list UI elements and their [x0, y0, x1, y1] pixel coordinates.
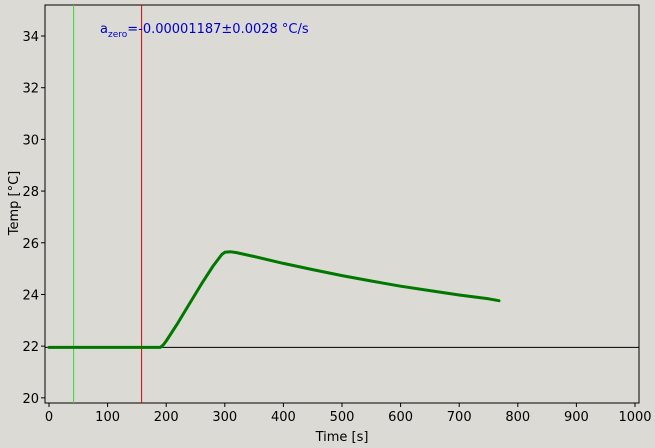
x-tick-label-9: 900 — [564, 410, 589, 425]
y-tick-label-0: 20 — [22, 392, 39, 407]
y-tick-label-5: 30 — [22, 133, 39, 148]
x-tick-label-7: 700 — [447, 410, 472, 425]
y-tick-label-7: 34 — [22, 30, 39, 45]
x-tick-label-10: 1000 — [618, 410, 651, 425]
x-tick-label-1: 100 — [95, 410, 120, 425]
plot-frame — [44, 4, 640, 404]
annotation-value: =-0.00001187±0.0028 °C/s — [127, 22, 309, 37]
y-tick-label-3: 26 — [22, 237, 39, 252]
x-tick-label-6: 600 — [388, 410, 413, 425]
y-axis-title: Temp [°C] — [7, 171, 22, 237]
x-tick-label-3: 300 — [212, 410, 237, 425]
y-tick-label-1: 22 — [22, 340, 39, 355]
x-tick-label-2: 200 — [154, 410, 179, 425]
y-tick-label-4: 28 — [22, 185, 39, 200]
x-tick-label-5: 500 — [330, 410, 355, 425]
annotation-symbol: a — [100, 22, 108, 37]
x-tick-label-4: 400 — [271, 410, 296, 425]
x-tick-label-8: 800 — [505, 410, 530, 425]
y-tick-label-6: 32 — [22, 82, 39, 97]
temperature-series-line-0 — [47, 250, 501, 349]
annotation-subscript: zero — [108, 30, 128, 40]
y-tick-label-2: 24 — [22, 288, 39, 303]
x-tick-label-0: 0 — [45, 410, 53, 425]
slope-annotation: azero=-0.00001187±0.0028 °C/s — [100, 22, 309, 40]
x-axis-title: Time [s] — [315, 430, 369, 445]
